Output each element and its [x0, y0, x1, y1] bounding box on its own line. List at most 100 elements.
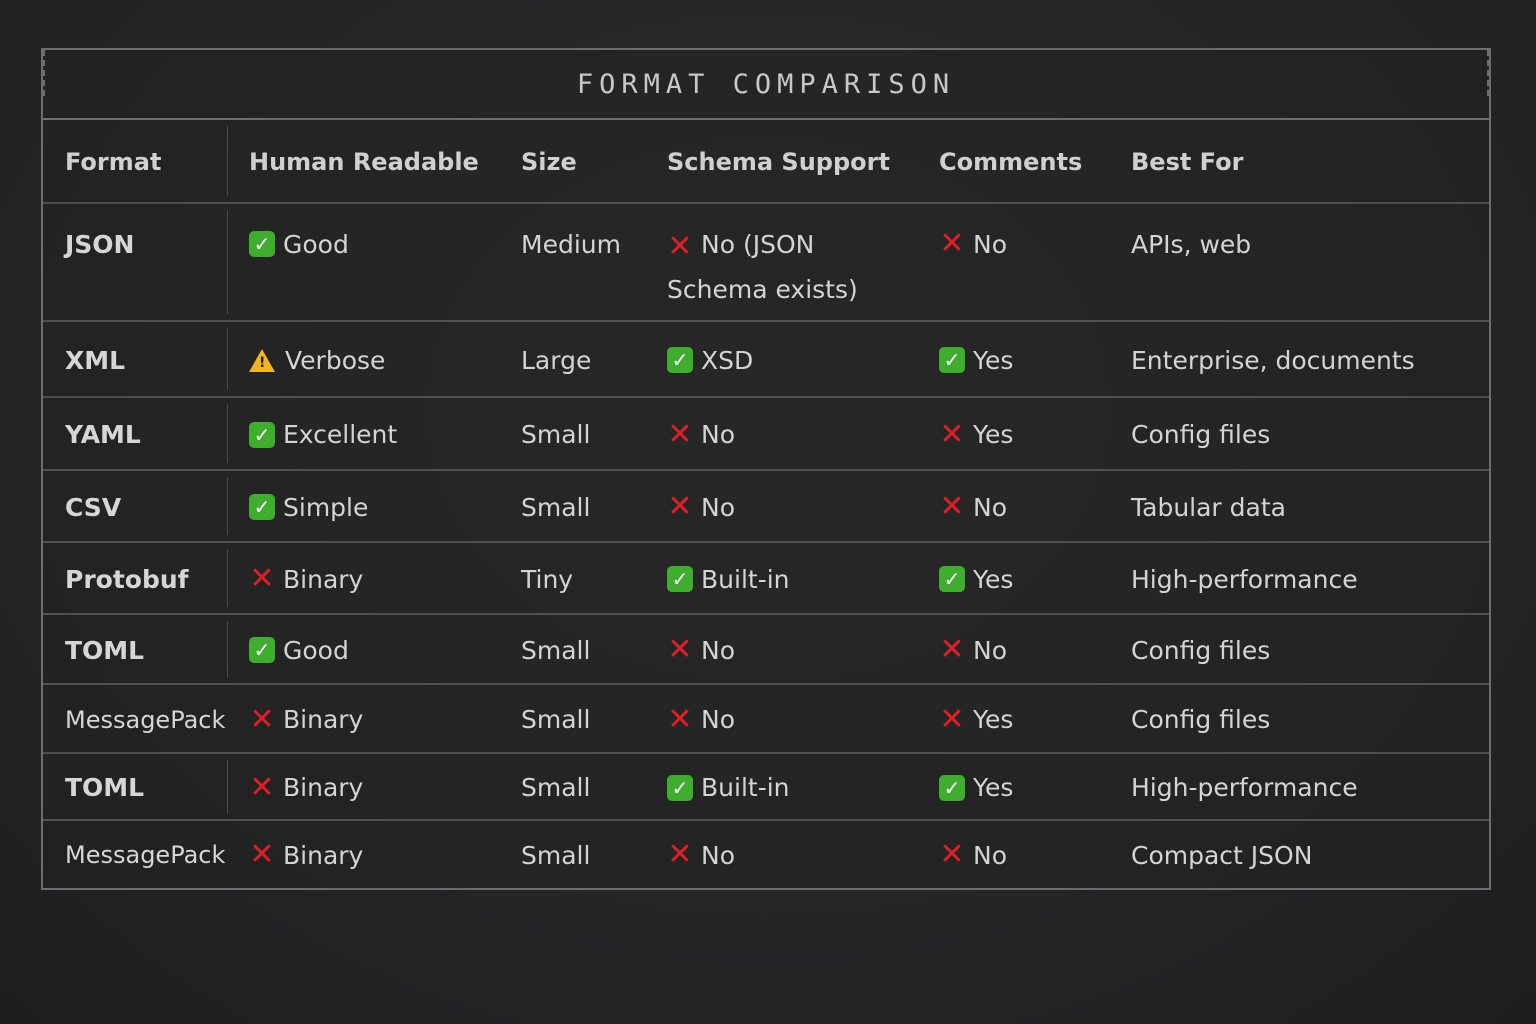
title-bar-tick-left — [43, 50, 45, 96]
check-mark-icon: ✓ — [939, 774, 965, 801]
comments-cell-text: Yes — [973, 773, 1014, 802]
column-separator — [227, 126, 228, 196]
table-row: XML! Verbose Large ✓ XSD ✓ Yes Enterprise, docu… — [43, 322, 1489, 398]
format-cell-text: TOML — [65, 635, 145, 665]
best-for-cell: Config files — [1131, 615, 1270, 685]
schema-support-cell-text: Built-in — [701, 564, 790, 594]
best-for-cell-text: Config files — [1131, 635, 1271, 665]
cross-mark-icon: ✕ — [249, 561, 275, 596]
title-bar-tick-right — [1487, 50, 1489, 96]
column-header-human-readable: Human Readable — [249, 148, 479, 176]
size-cell-text: Small — [521, 635, 591, 665]
format-cell-text: MessagePack — [65, 705, 226, 734]
schema-support-cell: ✕ No (JSON Schema exists) — [667, 204, 907, 322]
warning-icon: ! — [249, 348, 275, 372]
human-readable-cell-text: Binary — [283, 705, 364, 734]
human-readable-cell-text: Simple — [283, 492, 369, 522]
comments-cell-text: Yes — [973, 345, 1014, 375]
check-mark-icon: ✓ — [667, 347, 693, 373]
column-separator — [227, 404, 228, 463]
comparison-panel: FORMAT COMPARISON Format Human Readable … — [41, 48, 1491, 890]
best-for-cell: High-performance — [1131, 754, 1358, 821]
comments-cell-text: Yes — [973, 564, 1014, 594]
column-header-best-for: Best For — [1131, 148, 1244, 176]
schema-support-cell-text: Built-in — [701, 773, 790, 802]
size-cell-text: Small — [521, 420, 591, 449]
table-row: YAML ✓ Excellent Small ✕ No ✕ Yes Config files — [43, 398, 1489, 471]
human-readable-cell: ✕ Binary — [249, 543, 363, 615]
format-cell: MessagePack — [65, 685, 225, 754]
format-cell: MessagePack — [65, 821, 225, 889]
human-readable-cell-text: Excellent — [283, 420, 398, 449]
column-separator — [227, 210, 228, 314]
size-cell: Small — [521, 685, 590, 754]
best-for-cell-text: High-performance — [1131, 773, 1358, 802]
comments-cell-text: Yes — [973, 420, 1014, 449]
table-row: Protobuf ✕ Binary Tiny ✓ Built-in ✓ Yes High-per… — [43, 543, 1489, 615]
cross-mark-icon: ✕ — [667, 701, 693, 737]
format-cell-text: CSV — [65, 492, 122, 522]
comments-cell: ✕ Yes — [939, 685, 1013, 754]
human-readable-cell: ✕ Binary — [249, 821, 363, 889]
best-for-cell: Config files — [1131, 398, 1270, 471]
format-cell-text: XML — [65, 345, 126, 375]
schema-support-cell: ✕ No — [667, 685, 735, 754]
best-for-cell: APIs, web — [1131, 204, 1251, 284]
column-header-format: Format — [65, 148, 162, 176]
comments-cell-text: Yes — [973, 705, 1014, 734]
comments-cell: ✕ Yes — [939, 398, 1013, 471]
size-cell-text: Small — [521, 705, 591, 734]
cross-mark-icon: ✕ — [939, 632, 965, 667]
size-cell: Small — [521, 471, 590, 543]
cross-mark-icon: ✕ — [939, 837, 965, 872]
size-cell: Small — [521, 821, 590, 889]
human-readable-cell: ✕ Binary — [249, 754, 363, 821]
best-for-cell-text: Tabular data — [1131, 492, 1286, 522]
size-cell: Large — [521, 322, 591, 398]
best-for-cell: High-performance — [1131, 543, 1358, 615]
check-mark-icon: ✓ — [249, 231, 275, 257]
column-separator — [227, 549, 228, 607]
schema-support-cell: ✓ Built-in — [667, 754, 790, 821]
check-mark-icon: ✓ — [667, 566, 693, 592]
comments-cell: ✕ No — [939, 615, 1007, 685]
cross-mark-icon: ✕ — [667, 416, 693, 452]
format-cell: TOML — [65, 615, 144, 685]
check-mark-icon: ✓ — [249, 494, 275, 520]
size-cell: Medium — [521, 204, 621, 284]
check-mark-icon: ✓ — [667, 774, 693, 801]
human-readable-cell: ✓ Simple — [249, 471, 368, 543]
size-cell: Small — [521, 398, 590, 471]
format-cell-text: MessagePack — [65, 841, 226, 869]
best-for-cell-text: High-performance — [1131, 564, 1358, 594]
check-mark-icon: ✓ — [249, 421, 275, 448]
human-readable-cell: ✓ Excellent — [249, 398, 397, 471]
human-readable-cell: ✓ Good — [249, 204, 349, 284]
comments-cell-text: No — [973, 492, 1007, 522]
size-cell-text: Medium — [521, 229, 621, 259]
best-for-cell: Tabular data — [1131, 471, 1286, 543]
size-cell: Small — [521, 615, 590, 685]
table-row: TOML ✕ Binary Small ✓ Built-in ✓ Yes High-perfor… — [43, 754, 1489, 821]
cross-mark-icon: ✕ — [939, 416, 965, 452]
format-cell-text: TOML — [65, 773, 145, 802]
cross-mark-icon: ✕ — [939, 701, 965, 737]
format-cell-text: Protobuf — [65, 564, 189, 594]
human-readable-cell-text: Good — [283, 229, 349, 259]
best-for-cell: Config files — [1131, 685, 1270, 754]
comments-cell: ✓ Yes — [939, 543, 1013, 615]
comments-cell: ✓ Yes — [939, 322, 1013, 398]
size-cell-text: Small — [521, 773, 591, 802]
human-readable-cell: ✓ Good — [249, 615, 349, 685]
column-separator — [227, 328, 228, 390]
table-row: CSV ✓ Simple Small ✕ No ✕ No Tabular data — [43, 471, 1489, 543]
comments-cell-text: No — [973, 840, 1007, 870]
format-cell: CSV — [65, 471, 121, 543]
format-cell: TOML — [65, 754, 144, 821]
size-cell-text: Tiny — [521, 564, 574, 594]
comments-cell: ✕ No — [939, 204, 1007, 284]
title-bar: FORMAT COMPARISON — [43, 50, 1489, 120]
size-cell-text: Small — [521, 840, 591, 870]
cross-mark-icon: ✕ — [249, 701, 275, 737]
cross-mark-icon: ✕ — [667, 489, 693, 524]
